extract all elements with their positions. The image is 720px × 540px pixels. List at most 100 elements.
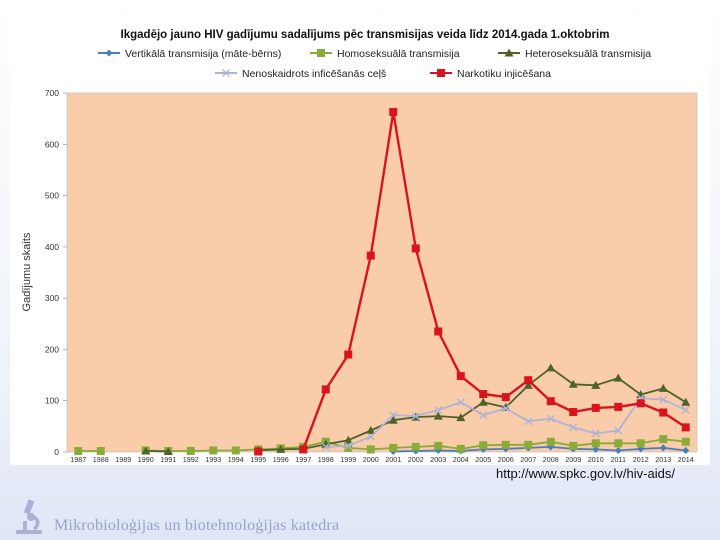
x-tick-label: 2010 bbox=[588, 455, 604, 464]
data-point bbox=[681, 423, 690, 432]
x-tick-label: 2006 bbox=[498, 455, 514, 464]
x-tick-label: 1993 bbox=[205, 455, 221, 464]
x-tick-label: 1996 bbox=[273, 455, 289, 464]
source-url[interactable]: http://www.spkc.gov.lv/hiv-aids/ bbox=[496, 466, 675, 481]
legend-label: Homoseksuālā transmisija bbox=[337, 48, 460, 60]
data-point bbox=[546, 397, 555, 406]
chart-frame: Ikgadējo jauno HIV gadījumu sadalījums p… bbox=[10, 20, 710, 465]
x-tick-label: 2005 bbox=[475, 455, 491, 464]
x-tick-label: 1991 bbox=[160, 455, 176, 464]
data-point bbox=[569, 423, 578, 432]
data-point bbox=[659, 408, 668, 417]
data-point bbox=[343, 435, 353, 444]
data-point bbox=[74, 446, 83, 455]
data-point bbox=[591, 439, 600, 448]
data-point bbox=[479, 390, 488, 399]
data-point bbox=[366, 251, 375, 260]
data-point bbox=[524, 376, 533, 385]
data-point bbox=[276, 444, 286, 453]
data-point bbox=[186, 446, 195, 455]
data-point bbox=[209, 446, 218, 455]
data-point bbox=[682, 446, 690, 454]
x-tick-label: 1992 bbox=[183, 455, 199, 464]
x-tick-label: 2002 bbox=[408, 455, 424, 464]
data-point bbox=[411, 244, 420, 253]
x-tick-label: 2012 bbox=[633, 455, 649, 464]
data-point bbox=[389, 443, 398, 452]
data-point bbox=[366, 445, 375, 454]
data-point bbox=[546, 414, 555, 423]
data-point bbox=[501, 393, 510, 402]
data-point bbox=[366, 425, 376, 434]
y-tick-label: 100 bbox=[45, 396, 59, 406]
x-tick-label: 1995 bbox=[250, 455, 266, 464]
data-point bbox=[569, 407, 578, 416]
data-point bbox=[614, 439, 623, 448]
data-point bbox=[478, 397, 488, 406]
x-tick-label: 2013 bbox=[655, 455, 671, 464]
data-point bbox=[434, 441, 443, 450]
data-point bbox=[456, 398, 465, 407]
series-layer bbox=[74, 107, 691, 456]
data-point bbox=[433, 411, 443, 420]
legend-label: Nenoskaidrots inficēšanās ceļš bbox=[242, 68, 386, 80]
chart-title: Ikgadējo jauno HIV gadījumu sadalījums p… bbox=[121, 29, 610, 41]
series-4 bbox=[321, 394, 690, 451]
data-point bbox=[501, 404, 510, 413]
data-point bbox=[388, 415, 398, 424]
data-point bbox=[681, 437, 690, 446]
data-point bbox=[591, 403, 600, 412]
data-point bbox=[592, 445, 600, 453]
data-point bbox=[523, 380, 533, 389]
data-point bbox=[456, 372, 465, 381]
data-point bbox=[344, 441, 353, 450]
series-line bbox=[393, 445, 686, 453]
data-point bbox=[546, 363, 556, 372]
legend-label: Heteroseksuālā transmisija bbox=[525, 48, 651, 60]
legend-marker bbox=[504, 48, 514, 57]
data-point bbox=[524, 417, 533, 426]
x-tick-label: 1987 bbox=[70, 455, 86, 464]
data-point bbox=[636, 439, 645, 448]
data-point bbox=[231, 446, 240, 455]
data-point bbox=[141, 446, 151, 455]
data-point bbox=[524, 440, 533, 449]
data-point bbox=[434, 405, 443, 414]
data-point bbox=[479, 441, 488, 450]
series-5 bbox=[254, 107, 690, 456]
data-point bbox=[658, 383, 668, 392]
y-axis: 0 100 200 300 400 500 600 700 bbox=[45, 88, 67, 457]
data-point bbox=[479, 411, 488, 420]
data-point bbox=[321, 442, 330, 451]
x-tick-label: 1990 bbox=[138, 455, 154, 464]
data-point bbox=[659, 435, 668, 444]
data-point bbox=[321, 385, 330, 394]
y-tick-label: 0 bbox=[54, 447, 59, 457]
legend-marker bbox=[222, 69, 230, 77]
x-axis: 1987 1988 1989 1990 1991 1992 1993 1994 1995 1996… bbox=[70, 455, 694, 464]
legend-marker bbox=[437, 69, 445, 77]
data-point bbox=[681, 397, 691, 406]
legend-marker bbox=[105, 49, 113, 57]
data-point bbox=[614, 446, 622, 454]
data-point bbox=[163, 446, 173, 455]
x-tick-label: 1988 bbox=[93, 455, 109, 464]
data-point bbox=[546, 437, 555, 446]
data-point bbox=[96, 446, 105, 455]
microscope-icon bbox=[16, 499, 42, 534]
legend-label: Narkotiku injicēšana bbox=[457, 68, 551, 80]
data-point bbox=[591, 380, 601, 389]
data-point bbox=[614, 402, 623, 411]
data-point bbox=[636, 399, 645, 408]
x-tick-label: 2004 bbox=[453, 455, 469, 464]
data-point bbox=[681, 405, 690, 414]
series-2 bbox=[74, 435, 690, 455]
data-point bbox=[591, 429, 600, 438]
series-line bbox=[145, 450, 169, 453]
plot-area bbox=[66, 92, 698, 453]
data-point bbox=[411, 412, 420, 421]
data-point bbox=[434, 327, 443, 336]
x-tick-label: 2003 bbox=[430, 455, 446, 464]
x-tick-label: 1994 bbox=[228, 455, 244, 464]
x-tick-label: 2009 bbox=[565, 455, 581, 464]
